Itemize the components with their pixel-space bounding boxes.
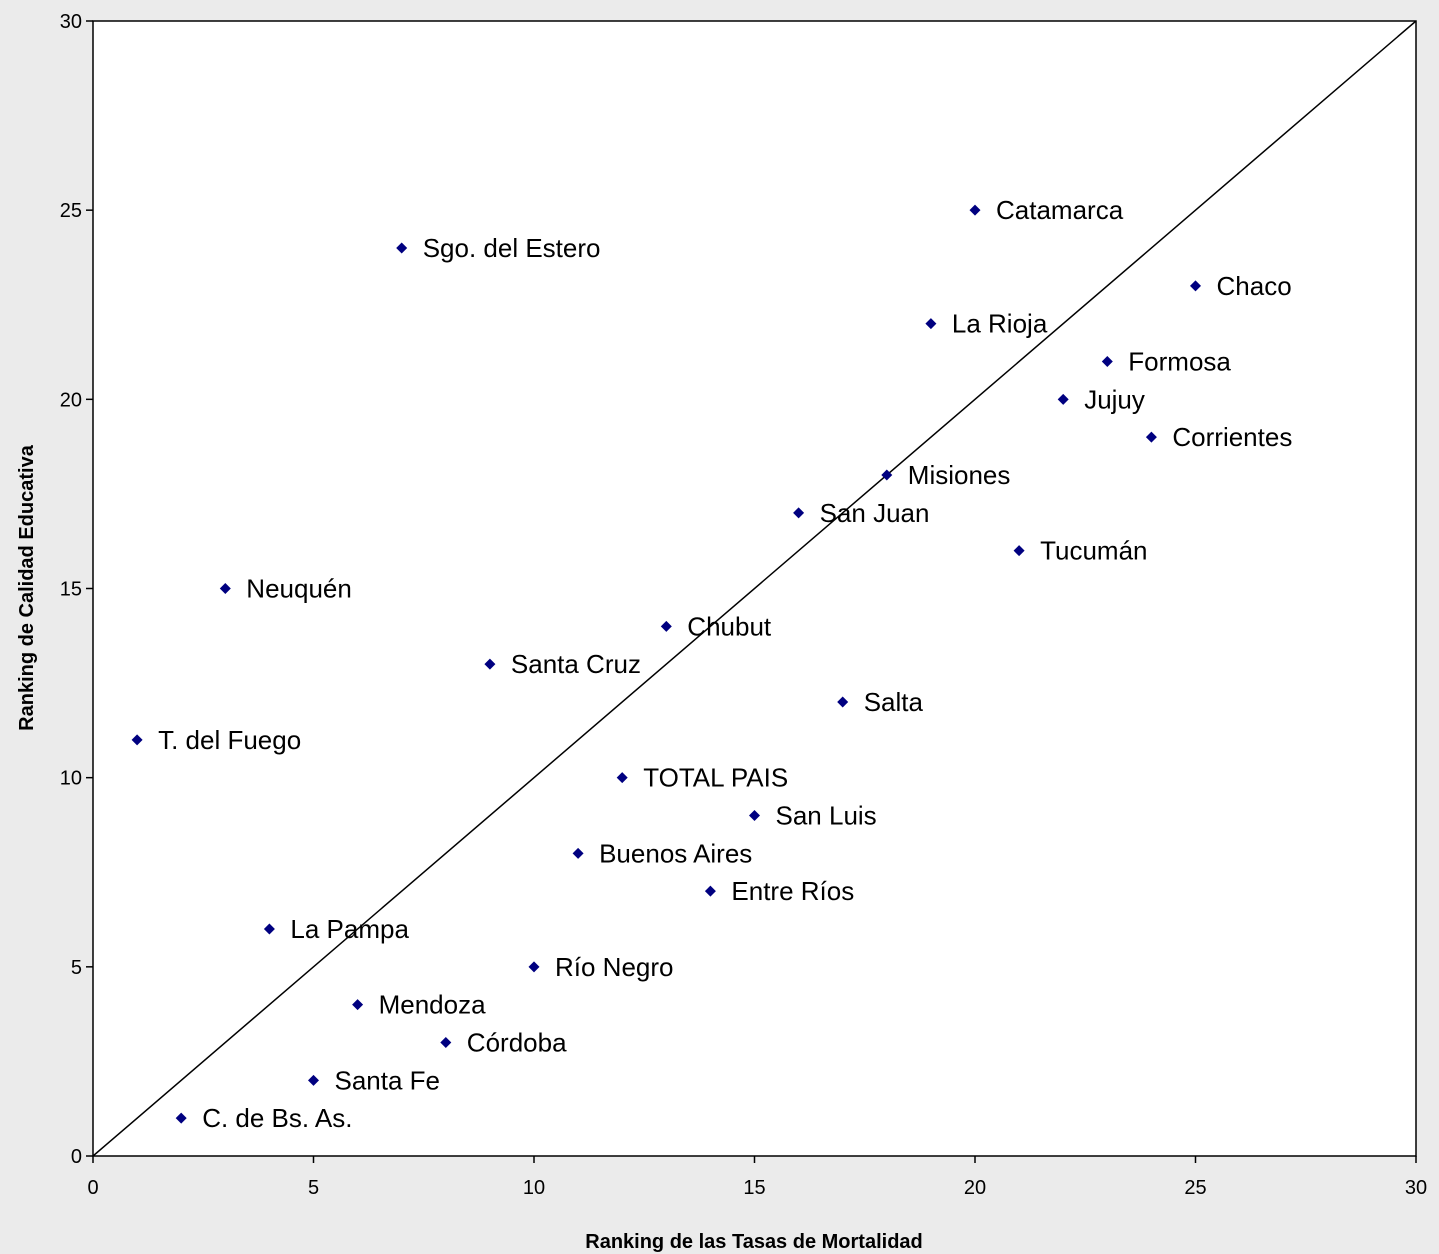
data-point: Jujuy xyxy=(1057,384,1145,414)
point-label: La Rioja xyxy=(952,309,1048,339)
y-tick-label: 10 xyxy=(60,768,82,790)
diamond-marker xyxy=(440,1037,452,1048)
point-label: Sgo. del Estero xyxy=(423,233,601,263)
point-label: Buenos Aires xyxy=(599,838,752,868)
data-point: San Juan xyxy=(793,498,929,528)
data-point: Chaco xyxy=(1190,271,1292,301)
diamond-marker xyxy=(396,242,408,254)
data-point: Santa Cruz xyxy=(484,649,641,679)
point-label: C. de Bs. As. xyxy=(202,1103,352,1133)
data-point: Salta xyxy=(837,687,924,717)
diamond-marker xyxy=(881,469,893,481)
diamond-marker xyxy=(1101,356,1113,367)
point-label: San Juan xyxy=(820,498,930,528)
data-point: Sgo. del Estero xyxy=(396,233,600,263)
diamond-marker xyxy=(1145,431,1157,443)
y-tick-label: 25 xyxy=(60,200,82,222)
data-point: La Rioja xyxy=(925,309,1048,339)
point-label: Mendoza xyxy=(379,990,486,1020)
data-point: T. del Fuego xyxy=(131,725,301,755)
y-axis-title: Ranking de Calidad Educativa xyxy=(16,444,38,731)
point-label: Neuquén xyxy=(246,574,352,604)
x-tick-label: 25 xyxy=(1184,1177,1206,1199)
x-tick-label: 5 xyxy=(308,1177,319,1199)
data-point: Chubut xyxy=(660,611,772,641)
data-point: Mendoza xyxy=(352,990,486,1020)
point-label: Formosa xyxy=(1128,347,1231,377)
point-label: Chaco xyxy=(1217,271,1292,301)
diamond-marker xyxy=(352,999,364,1011)
diamond-marker xyxy=(308,1074,319,1086)
diamond-marker xyxy=(484,658,496,670)
diamond-marker xyxy=(616,772,628,784)
point-label: Chubut xyxy=(687,611,772,641)
y-axis: 0 5 10 15 20 25 30 xyxy=(60,11,93,1168)
diamond-marker xyxy=(219,583,231,594)
point-label: Catamarca xyxy=(996,195,1124,225)
x-tick-label: 30 xyxy=(1405,1177,1427,1199)
data-point: Corrientes xyxy=(1145,422,1292,452)
diamond-marker xyxy=(131,734,143,746)
y-tick-label: 30 xyxy=(60,11,82,33)
point-label: Salta xyxy=(864,687,924,717)
data-point: Tucumán xyxy=(1013,536,1148,566)
diamond-marker xyxy=(704,885,716,897)
diamond-marker xyxy=(925,318,937,330)
point-label: Santa Fe xyxy=(335,1065,441,1095)
point-label: TOTAL PAIS xyxy=(643,763,788,793)
diamond-marker xyxy=(1190,280,1201,292)
x-axis: 0 5 10 15 20 25 30 xyxy=(87,1156,1427,1199)
diamond-marker xyxy=(969,204,981,216)
point-label: San Luis xyxy=(776,801,877,831)
point-label: Jujuy xyxy=(1084,384,1145,414)
diamond-marker xyxy=(1013,545,1025,557)
data-point: Formosa xyxy=(1101,347,1231,377)
y-tick-label: 20 xyxy=(60,389,82,411)
point-label: La Pampa xyxy=(290,914,409,944)
point-label: Córdoba xyxy=(467,1028,567,1058)
reference-line-layer xyxy=(92,20,1417,1157)
data-point: San Luis xyxy=(749,801,877,831)
point-label: Santa Cruz xyxy=(511,649,641,679)
diamond-marker xyxy=(749,810,760,821)
point-label: T. del Fuego xyxy=(158,725,301,755)
data-point: Río Negro xyxy=(528,952,674,982)
data-point: La Pampa xyxy=(263,914,409,944)
x-tick-label: 20 xyxy=(964,1177,986,1199)
data-points: Catamarca Sgo. del Estero Chaco La Rioja For… xyxy=(131,195,1292,1133)
point-label: Río Negro xyxy=(555,952,674,982)
x-tick-label: 15 xyxy=(743,1177,765,1199)
data-point: Santa Fe xyxy=(308,1065,440,1095)
x-axis-title: Ranking de las Tasas de Mortalidad xyxy=(585,1231,923,1253)
diamond-marker xyxy=(793,507,805,519)
x-tick-label: 0 xyxy=(87,1177,98,1199)
data-point: Neuquén xyxy=(219,574,352,604)
point-label: Entre Ríos xyxy=(731,876,854,906)
diamond-marker xyxy=(660,620,672,632)
diamond-marker xyxy=(263,923,275,935)
data-point: TOTAL PAIS xyxy=(616,763,788,793)
x-tick-label: 10 xyxy=(523,1177,545,1199)
data-point: Córdoba xyxy=(440,1028,567,1058)
point-label: Corrientes xyxy=(1172,422,1292,452)
y-tick-label: 5 xyxy=(71,957,82,979)
y-tick-label: 0 xyxy=(71,1146,82,1168)
point-label: Tucumán xyxy=(1040,536,1147,566)
data-point: C. de Bs. As. xyxy=(175,1103,352,1133)
diamond-marker xyxy=(1057,393,1069,405)
data-point: Entre Ríos xyxy=(704,876,854,906)
diamond-marker xyxy=(572,847,584,859)
data-point: Misiones xyxy=(881,460,1010,490)
reference-diagonal-line xyxy=(92,20,1417,1157)
data-point: Catamarca xyxy=(969,195,1124,225)
data-point: Buenos Aires xyxy=(572,838,752,868)
y-tick-label: 15 xyxy=(60,579,82,601)
diamond-marker xyxy=(175,1112,187,1124)
point-label: Misiones xyxy=(908,460,1011,490)
diamond-marker xyxy=(528,961,540,973)
diamond-marker xyxy=(837,696,849,708)
